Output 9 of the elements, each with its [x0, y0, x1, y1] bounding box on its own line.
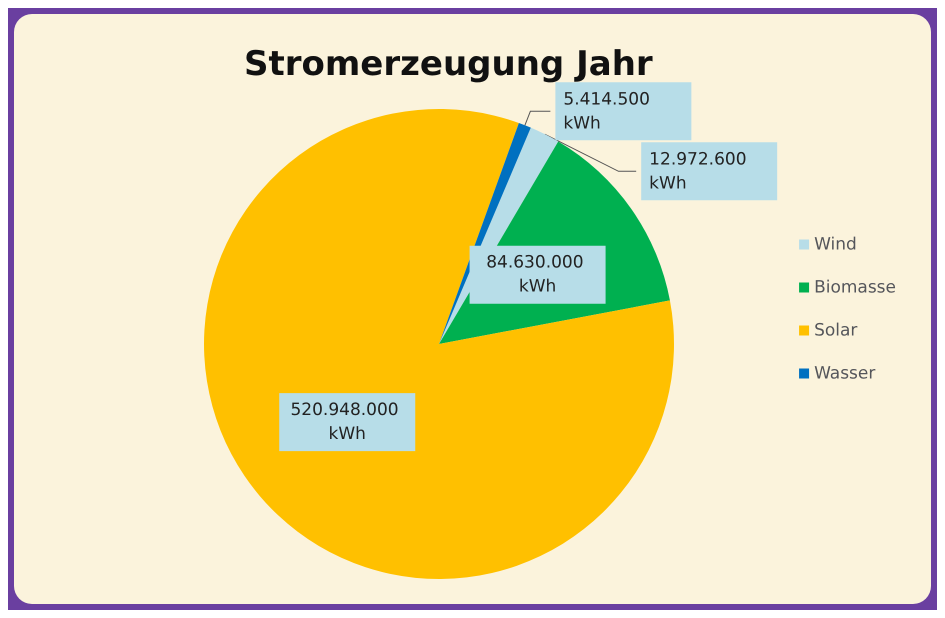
legend-label: Solar [814, 320, 858, 340]
legend-label: Wasser [814, 364, 876, 384]
chart-title: Stromerzeugung Jahr [244, 44, 653, 84]
data-label: 84.630.000 kWh [486, 252, 589, 297]
data-label: 12.972.600 kWh [649, 149, 752, 194]
data-label: 520.948.000 kWh [290, 400, 404, 444]
legend-label: Wind [814, 234, 857, 254]
data-label: 5.414.500 kWh [563, 89, 656, 134]
legend-label: Biomasse [814, 278, 896, 298]
